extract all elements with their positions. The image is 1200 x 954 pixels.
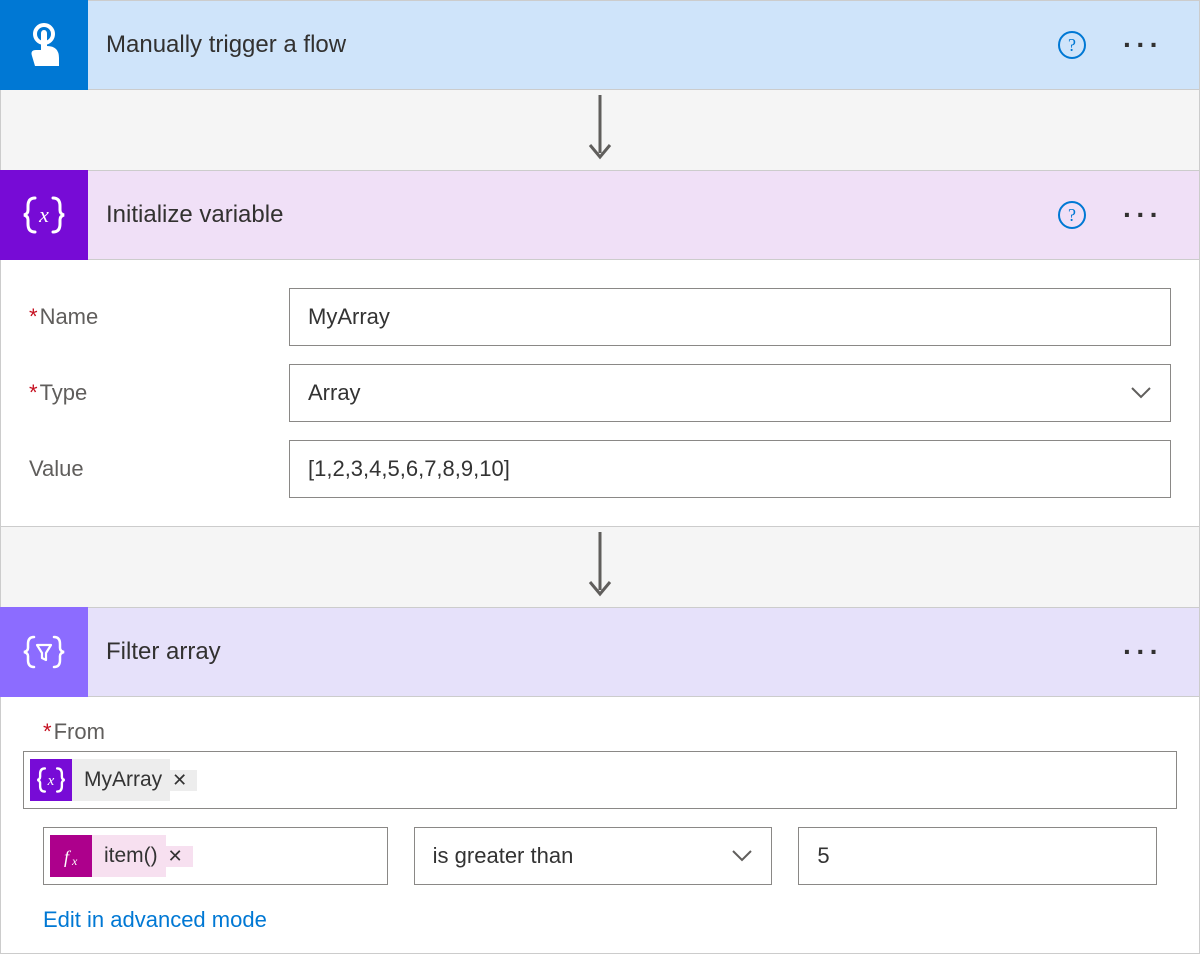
- filter-title: Filter array: [88, 638, 1117, 666]
- type-value: Array: [308, 380, 1152, 406]
- condition-operator-select[interactable]: is greater than: [414, 827, 773, 885]
- value-label: Value: [29, 456, 289, 482]
- filter-braces-icon: [19, 627, 69, 677]
- type-select[interactable]: Array: [289, 364, 1171, 422]
- edit-advanced-mode-link[interactable]: Edit in advanced mode: [43, 907, 267, 933]
- name-value: MyArray: [308, 304, 1152, 330]
- chevron-down-icon: [1130, 380, 1152, 406]
- initvar-card-body: *Name MyArray *Type Array Value [1,2,3,4…: [0, 260, 1200, 527]
- svg-text:?: ?: [1068, 205, 1076, 225]
- tap-icon: [21, 22, 67, 68]
- flow-canvas: Manually trigger a flow ? ··· x Initiali…: [0, 0, 1200, 954]
- filter-icon: [0, 607, 88, 697]
- arrow-down-icon: [585, 95, 615, 165]
- remove-token-button[interactable]: ✕: [170, 770, 197, 791]
- variable-icon: x: [30, 759, 72, 801]
- condition-value: 5: [817, 843, 829, 869]
- filter-card-body: *From x MyArray ✕ f: [0, 697, 1200, 954]
- type-label: *Type: [29, 380, 289, 406]
- svg-text:x: x: [47, 773, 55, 789]
- condition-left-input[interactable]: f x item() ✕: [43, 827, 388, 885]
- help-icon[interactable]: ?: [1057, 30, 1087, 60]
- svg-text:x: x: [71, 854, 78, 868]
- variable-token[interactable]: x MyArray ✕: [30, 759, 197, 801]
- connector-arrow: [0, 90, 1200, 170]
- arrow-down-icon: [585, 532, 615, 602]
- name-label: *Name: [29, 304, 289, 330]
- value-input[interactable]: [1,2,3,4,5,6,7,8,9,10]: [289, 440, 1171, 498]
- trigger-icon: [0, 0, 88, 90]
- more-menu-button[interactable]: ···: [1117, 199, 1169, 231]
- token-label: item(): [92, 835, 166, 877]
- fx-icon: f x: [50, 835, 92, 877]
- help-icon[interactable]: ?: [1057, 200, 1087, 230]
- condition-row: f x item() ✕ is greater than 5: [23, 827, 1177, 885]
- token-label: MyArray: [72, 759, 170, 801]
- initvar-title: Initialize variable: [88, 201, 1057, 229]
- trigger-card-header[interactable]: Manually trigger a flow ? ···: [0, 0, 1200, 90]
- name-input[interactable]: MyArray: [289, 288, 1171, 346]
- connector-arrow: [0, 527, 1200, 607]
- remove-token-button[interactable]: ✕: [166, 846, 193, 867]
- expression-token[interactable]: f x item() ✕: [50, 835, 193, 877]
- from-label: *From: [43, 719, 1177, 745]
- more-menu-button[interactable]: ···: [1117, 636, 1169, 668]
- svg-text:f: f: [64, 847, 72, 867]
- trigger-title: Manually trigger a flow: [88, 31, 1057, 59]
- from-input[interactable]: x MyArray ✕: [23, 751, 1177, 809]
- variable-icon: x: [19, 190, 69, 240]
- initvar-card-header[interactable]: x Initialize variable ? ···: [0, 170, 1200, 260]
- filter-card-header[interactable]: Filter array ···: [0, 607, 1200, 697]
- chevron-down-icon: [731, 843, 753, 869]
- svg-text:x: x: [38, 202, 49, 227]
- value-value: [1,2,3,4,5,6,7,8,9,10]: [308, 456, 1152, 482]
- operator-value: is greater than: [433, 843, 574, 869]
- condition-value-input[interactable]: 5: [798, 827, 1157, 885]
- initvar-icon: x: [0, 170, 88, 260]
- more-menu-button[interactable]: ···: [1117, 29, 1169, 61]
- svg-text:?: ?: [1068, 35, 1076, 55]
